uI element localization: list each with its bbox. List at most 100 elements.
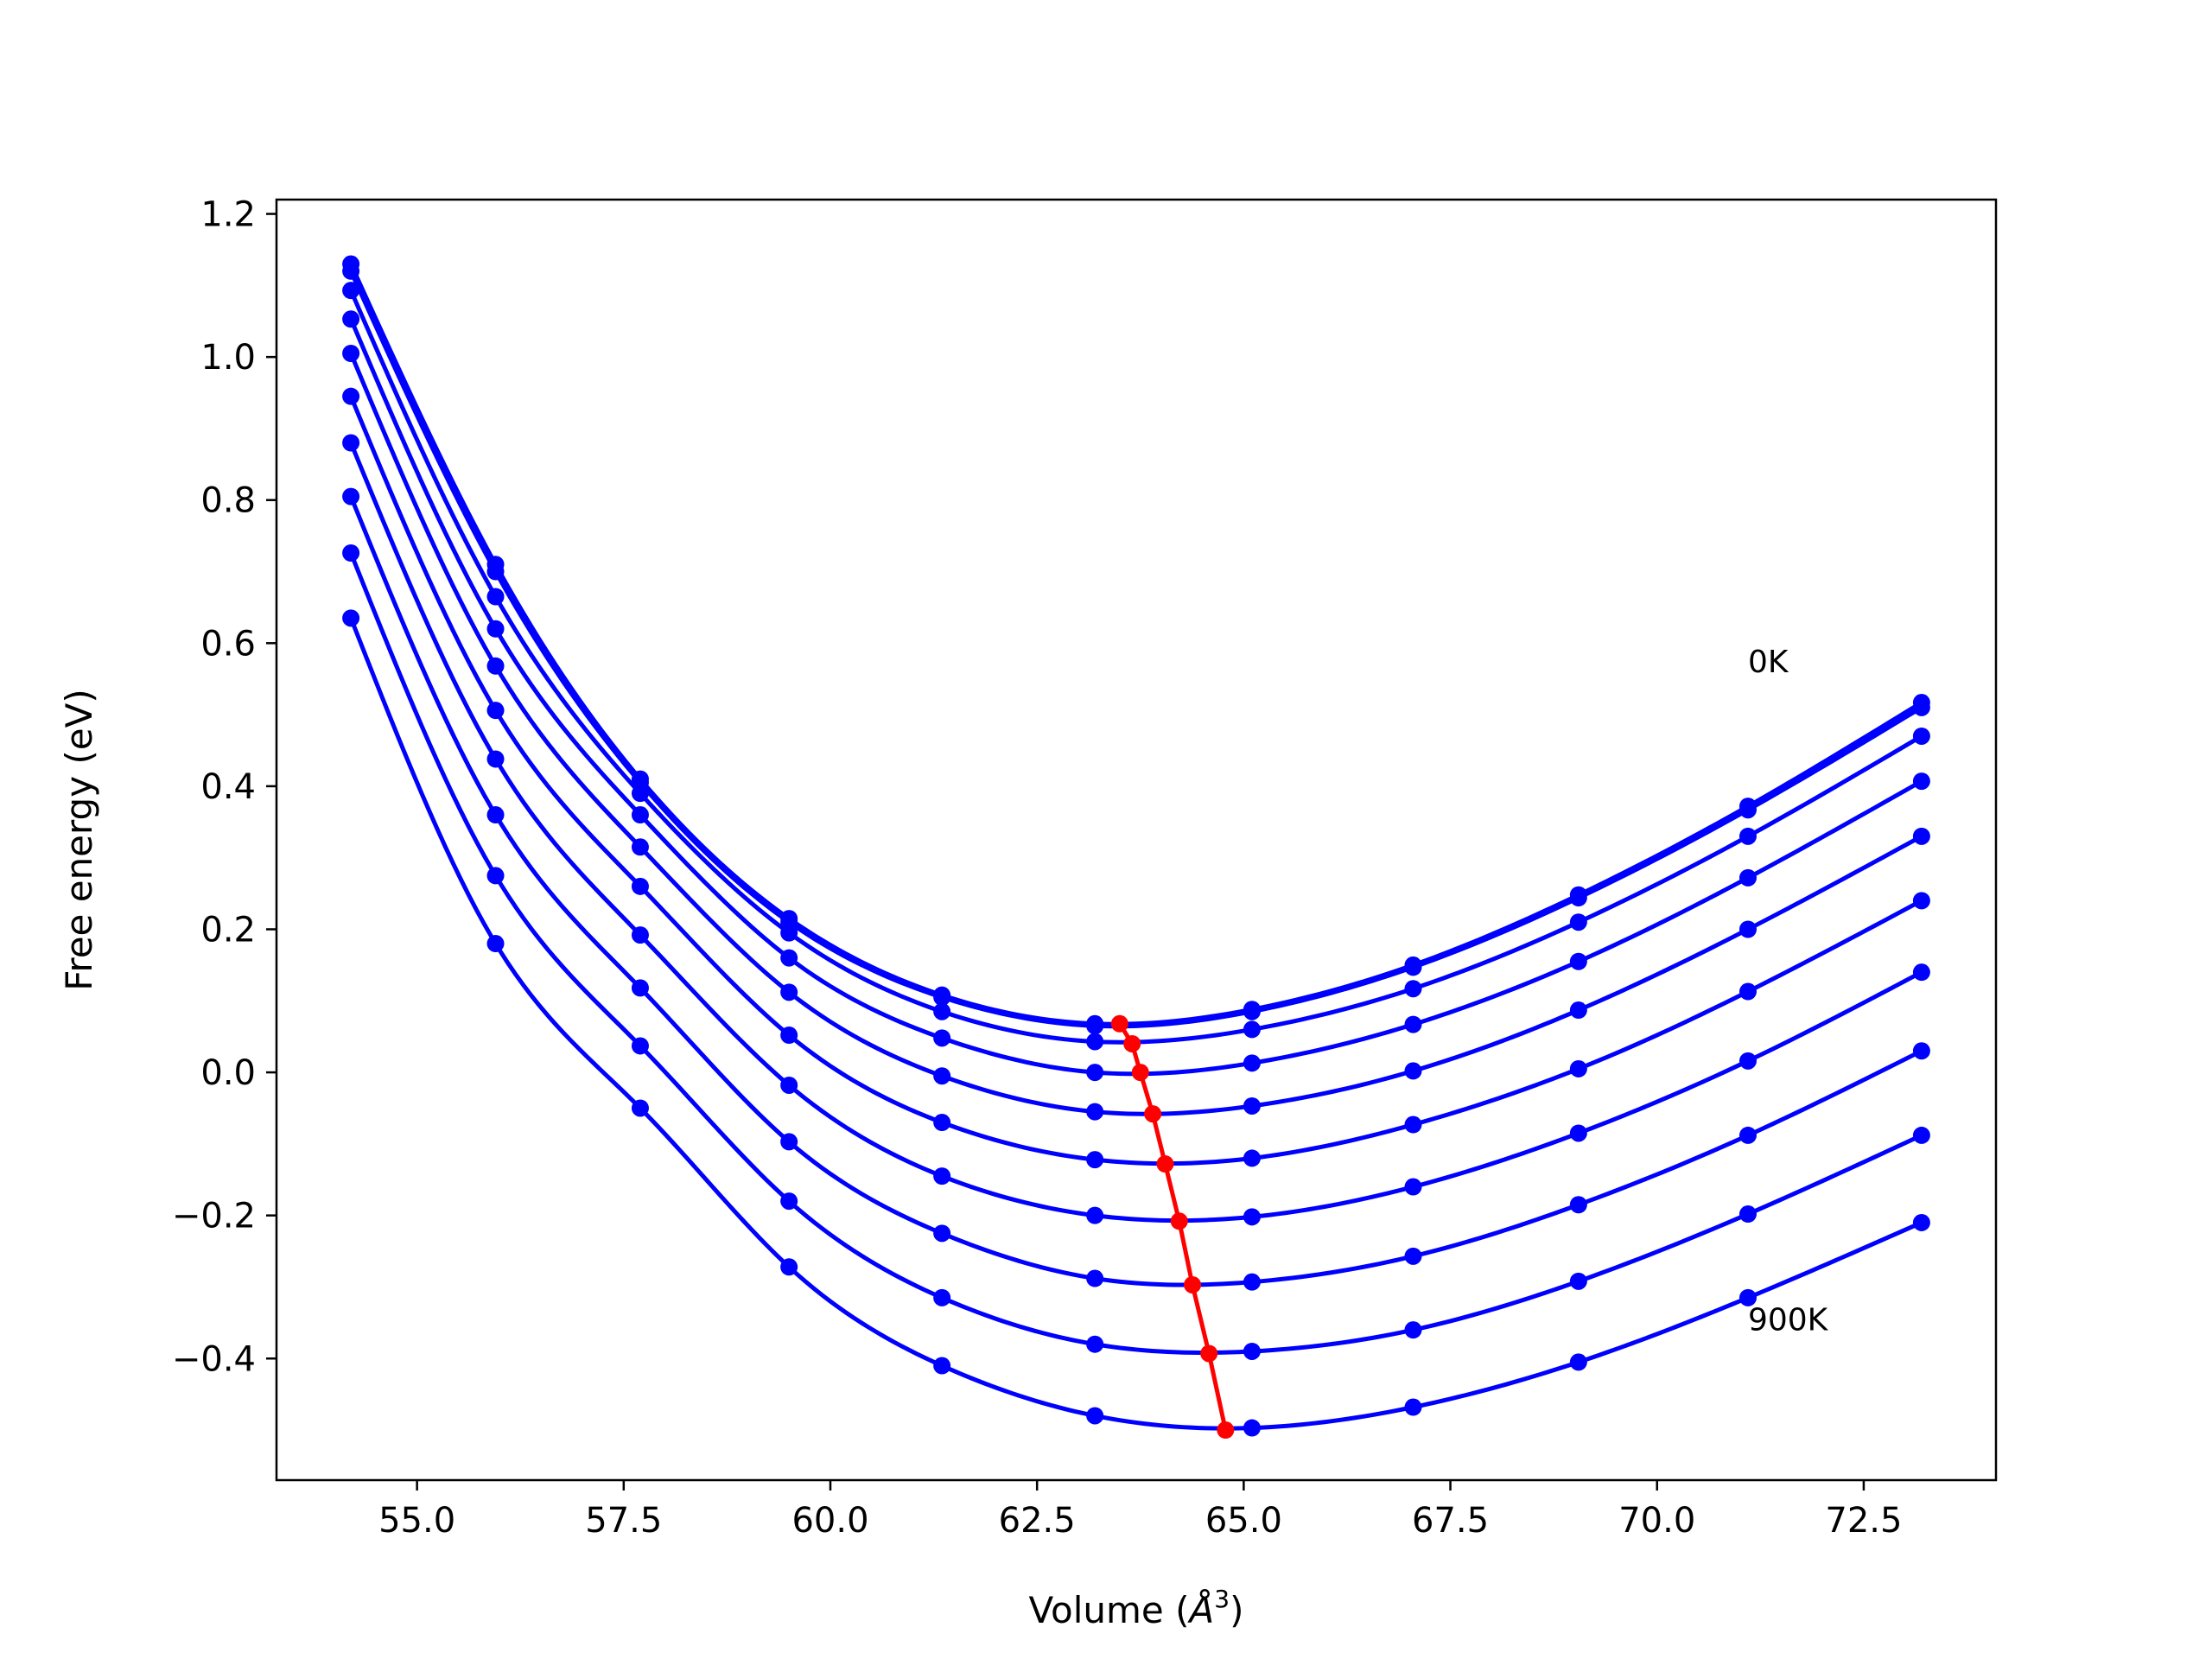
series-9 [342, 543, 1930, 1360]
data-point [631, 979, 649, 997]
data-point [342, 434, 360, 452]
data-point [342, 543, 360, 562]
data-point [1086, 1017, 1104, 1035]
series-line [348, 395, 1923, 1166]
data-point [342, 282, 360, 300]
data-point [1243, 1273, 1261, 1291]
data-point [1086, 1033, 1104, 1051]
data-point [486, 657, 505, 675]
y-tick-label: 1.0 [200, 338, 256, 378]
data-point [1086, 1103, 1104, 1121]
data-point [1243, 1054, 1261, 1072]
data-point [1404, 1321, 1422, 1339]
data-point [1738, 827, 1757, 845]
data-point [1569, 1353, 1587, 1371]
data-point [933, 1067, 951, 1085]
data-point [342, 262, 360, 280]
data-point [1243, 1208, 1261, 1226]
data-point [342, 387, 360, 405]
data-point [780, 1258, 798, 1276]
data-point [1404, 1062, 1422, 1080]
data-point [1912, 892, 1930, 910]
y-tick-label: 1.2 [200, 195, 256, 235]
y-tick-label: 0.4 [200, 767, 256, 807]
minimum-point [1131, 1064, 1149, 1082]
data-point [1912, 1213, 1930, 1231]
minimum-point [1184, 1275, 1202, 1294]
data-point [1569, 1272, 1587, 1290]
minimum-point [1170, 1212, 1188, 1230]
data-point [1404, 1398, 1422, 1416]
data-point [486, 750, 505, 768]
series-line [348, 263, 1923, 1027]
data-point [1912, 1126, 1930, 1144]
data-point [1404, 1247, 1422, 1265]
minimum-point [1123, 1034, 1141, 1052]
y-axis-label: Free energy (eV) [58, 689, 100, 991]
plot-frame [275, 198, 1998, 1482]
x-tick-label: 72.5 [1825, 1501, 1902, 1541]
data-point [1738, 801, 1757, 819]
x-tick-label: 60.0 [791, 1501, 868, 1541]
y-axis-ticks: −0.4 −0.2 0.0 0.2 0.4 0.6 0.8 1.0 1.2 [172, 195, 276, 1379]
data-point [1243, 1002, 1261, 1020]
curve-annotation: 0K [1748, 645, 1789, 680]
data-point [1912, 772, 1930, 791]
data-point [933, 1357, 951, 1375]
y-tick-label: −0.2 [172, 1197, 256, 1236]
data-point [486, 702, 505, 720]
series-line [348, 495, 1923, 1287]
x-tick-label: 57.5 [585, 1501, 662, 1541]
y-tick-label: −0.4 [172, 1339, 256, 1379]
data-point [1404, 1116, 1422, 1134]
minima-series [1110, 1014, 1235, 1440]
series-line [348, 270, 1923, 1029]
data-point [1912, 698, 1930, 716]
data-point [1569, 889, 1587, 907]
series-line [348, 353, 1923, 1116]
x-axis-ticks: 55.0 57.5 60.0 62.5 65.0 67.5 70.0 72.5 [378, 1480, 1902, 1541]
data-point [631, 838, 649, 856]
data-point [780, 983, 798, 1001]
minimum-point [1217, 1421, 1235, 1440]
curve-annotation: 900K [1748, 1303, 1829, 1338]
data-point [780, 1192, 798, 1211]
data-point [1404, 980, 1422, 998]
minimum-point [1200, 1344, 1218, 1363]
data-point [1086, 1064, 1104, 1082]
data-point [1086, 1269, 1104, 1287]
data-point [780, 1027, 798, 1045]
data-point [933, 1002, 951, 1020]
series-2 [342, 262, 1930, 1035]
data-point [1243, 1096, 1261, 1115]
data-point [780, 949, 798, 967]
x-tick-label: 70.0 [1618, 1501, 1695, 1541]
x-tick-label: 55.0 [378, 1501, 455, 1541]
data-point [631, 785, 649, 803]
series-7 [342, 434, 1930, 1226]
series-5 [342, 345, 1930, 1121]
curve-annotations: 0K 900K [1748, 645, 1829, 1338]
data-point [1086, 1335, 1104, 1353]
data-point [1569, 913, 1587, 931]
data-point [1243, 1149, 1261, 1167]
data-point [1243, 1342, 1261, 1360]
data-point [342, 345, 360, 363]
data-point [1738, 920, 1757, 938]
data-point [631, 926, 649, 944]
data-point [780, 1133, 798, 1151]
data-point [1738, 1205, 1757, 1224]
data-point [933, 988, 951, 1007]
data-point [780, 1076, 798, 1094]
data-point [1569, 1059, 1587, 1077]
data-point [631, 1099, 649, 1117]
data-point [1738, 1052, 1757, 1070]
data-point [631, 1037, 649, 1055]
data-point [1086, 1407, 1104, 1425]
data-point [486, 867, 505, 885]
data-point [1738, 1126, 1757, 1144]
minimum-point [1156, 1155, 1174, 1173]
data-point [486, 563, 505, 581]
data-point [342, 487, 360, 505]
